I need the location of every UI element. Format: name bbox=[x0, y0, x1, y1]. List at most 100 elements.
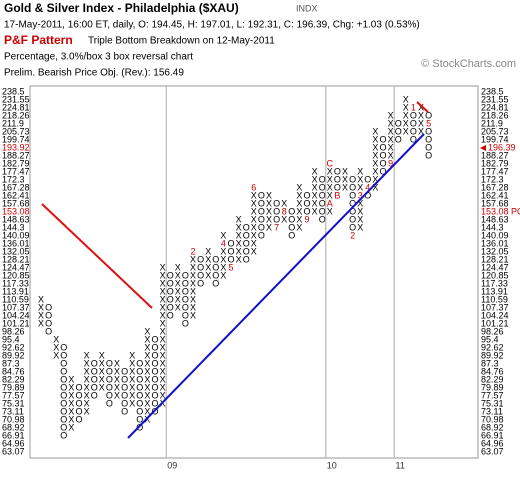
o-box: O bbox=[75, 382, 82, 392]
x-box: X bbox=[175, 294, 181, 304]
x-box: X bbox=[190, 270, 196, 280]
x-box: X bbox=[296, 198, 302, 208]
x-box: X bbox=[160, 302, 166, 312]
y-tick-label: 132.05 bbox=[2, 246, 30, 256]
x-box: X bbox=[251, 190, 257, 200]
x-box: X bbox=[281, 198, 287, 208]
o-box: O bbox=[60, 390, 67, 400]
x-box: X bbox=[388, 118, 394, 128]
month-marker: 3 bbox=[358, 190, 363, 200]
x-box: X bbox=[160, 270, 166, 280]
x-box: X bbox=[220, 254, 226, 264]
x-box: X bbox=[144, 342, 150, 352]
x-box: X bbox=[236, 230, 242, 240]
o-box: O bbox=[258, 190, 265, 200]
o-box: O bbox=[106, 382, 113, 392]
x-box: X bbox=[144, 366, 150, 376]
x-box: X bbox=[418, 118, 424, 128]
x-box: X bbox=[296, 222, 302, 232]
x-box: X bbox=[388, 142, 394, 152]
o-box: O bbox=[243, 230, 250, 240]
o-box: O bbox=[379, 134, 386, 144]
x-box: X bbox=[190, 286, 196, 296]
x-box: X bbox=[266, 198, 272, 208]
o-box: O bbox=[151, 342, 158, 352]
o-box: O bbox=[243, 246, 250, 256]
x-box: X bbox=[357, 182, 363, 192]
x-box: X bbox=[357, 166, 363, 176]
x-box: X bbox=[220, 270, 226, 280]
o-box: O bbox=[91, 390, 98, 400]
x-box: X bbox=[251, 214, 257, 224]
o-box: O bbox=[60, 374, 67, 384]
column: XXXXXXXXXXXXXXXXXX bbox=[160, 262, 166, 408]
x-box: X bbox=[160, 326, 166, 336]
o-box: O bbox=[106, 390, 113, 400]
x-box: X bbox=[312, 206, 318, 216]
last-price-arrow bbox=[480, 145, 486, 151]
y-tick-label: 144.3 bbox=[481, 222, 504, 232]
y-tick-label: 82.29 bbox=[2, 374, 25, 384]
y-tick-label: 124.47 bbox=[2, 262, 30, 272]
y-tick-label: 182.79 bbox=[481, 158, 509, 168]
y-tick-label: 238.5 bbox=[481, 86, 504, 96]
x-box: X bbox=[357, 198, 363, 208]
x-box: X bbox=[114, 382, 120, 392]
o-box: O bbox=[395, 126, 402, 136]
x-box: X bbox=[403, 110, 409, 120]
x-box: X bbox=[236, 254, 242, 264]
x-box: X bbox=[327, 174, 333, 184]
x-box: X bbox=[327, 206, 333, 216]
y-tick-label: 79.89 bbox=[481, 382, 504, 392]
x-box: X bbox=[205, 270, 211, 280]
o-box: O bbox=[167, 278, 174, 288]
o-box: O bbox=[45, 318, 52, 328]
x-box: X bbox=[190, 278, 196, 288]
x-box: X bbox=[372, 182, 378, 192]
x-box: X bbox=[175, 302, 181, 312]
x-box: X bbox=[84, 390, 90, 400]
y-tick-label: 113.91 bbox=[2, 286, 29, 296]
x-box: X bbox=[175, 286, 181, 296]
x-box: X bbox=[144, 382, 150, 392]
o-box: O bbox=[212, 278, 219, 288]
y-tick-label: 87.3 bbox=[481, 358, 499, 368]
o-box: O bbox=[273, 214, 280, 224]
y-tick-label: 136.01 bbox=[2, 238, 30, 248]
x-box: X bbox=[68, 422, 74, 432]
o-box: O bbox=[121, 382, 128, 392]
y-tick-label: 75.31 bbox=[2, 398, 25, 408]
x-box: X bbox=[38, 294, 44, 304]
o-box: O bbox=[167, 294, 174, 304]
x-box: X bbox=[418, 110, 424, 120]
o-box: O bbox=[60, 398, 67, 408]
x-box: X bbox=[175, 278, 181, 288]
x-box: X bbox=[129, 350, 135, 360]
y-tick-label: 157.68 bbox=[481, 198, 509, 208]
x-box: X bbox=[68, 406, 74, 416]
y-tick-label: 205.73 bbox=[2, 126, 30, 136]
x-box: X bbox=[38, 302, 44, 312]
o-box: O bbox=[136, 414, 143, 424]
o-box: O bbox=[121, 374, 128, 384]
x-box: X bbox=[114, 390, 120, 400]
column: O4O bbox=[364, 174, 371, 200]
o-box: O bbox=[60, 430, 67, 440]
x-box: X bbox=[160, 278, 166, 288]
x-box: X bbox=[99, 374, 105, 384]
y-tick-label: 75.31 bbox=[481, 398, 504, 408]
o-box: O bbox=[136, 374, 143, 384]
x-box: X bbox=[312, 182, 318, 192]
x-box: X bbox=[190, 294, 196, 304]
